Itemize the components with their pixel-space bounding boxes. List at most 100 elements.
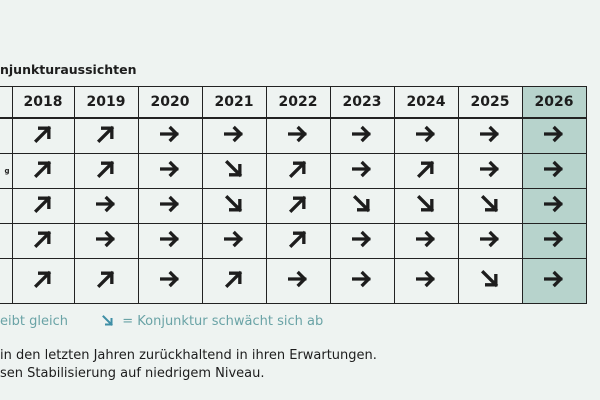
table-cell <box>393 258 459 304</box>
table-cell <box>73 258 139 304</box>
row-label <box>0 188 13 224</box>
table-cell <box>329 117 395 154</box>
arrow-down-right-icon <box>224 194 244 214</box>
row-label <box>0 223 13 259</box>
legend-down-text: = Konjunktur schwächt sich ab <box>122 314 324 329</box>
arrow-right-icon <box>416 229 436 249</box>
table-cell <box>11 223 75 259</box>
table-cell <box>457 117 523 154</box>
arrow-up-right-icon <box>33 229 53 249</box>
table-cell <box>265 153 331 189</box>
col-header-highlight: 2026 <box>521 86 587 119</box>
note-line: in den letzten Jahren zurückhaltend in i… <box>0 348 377 363</box>
arrow-up-right-icon <box>33 269 53 289</box>
table-row <box>0 223 587 259</box>
arrow-right-icon <box>352 269 372 289</box>
table-row <box>0 258 587 304</box>
arrow-up-right-icon <box>224 269 244 289</box>
arrow-right-icon <box>96 229 116 249</box>
row-label: g <box>0 153 13 189</box>
arrow-up-right-icon <box>288 159 308 179</box>
table-cell <box>393 117 459 154</box>
table-title: njunkturaussichten <box>0 62 137 77</box>
col-header: 2018 <box>11 86 75 119</box>
arrow-up-right-icon <box>96 124 116 144</box>
arrow-right-icon <box>160 124 180 144</box>
arrow-right-icon <box>416 124 436 144</box>
arrow-right-icon <box>160 194 180 214</box>
table-cell <box>201 188 267 224</box>
table-cell <box>265 188 331 224</box>
arrow-right-icon <box>160 159 180 179</box>
table-cell <box>329 258 395 304</box>
col-header: 2024 <box>393 86 459 119</box>
table-cell <box>73 188 139 224</box>
arrow-up-right-icon <box>33 159 53 179</box>
arrow-right-icon <box>224 229 244 249</box>
arrow-right-icon <box>352 159 372 179</box>
arrow-up-right-icon <box>96 269 116 289</box>
arrow-down-right-icon <box>224 159 244 179</box>
table-cell <box>137 223 203 259</box>
table-cell <box>329 188 395 224</box>
table-cell <box>393 153 459 189</box>
arrow-up-right-icon <box>33 194 53 214</box>
arrow-right-icon <box>480 159 500 179</box>
arrow-right-icon <box>352 124 372 144</box>
row-label-header <box>0 86 13 119</box>
arrow-right-icon <box>288 269 308 289</box>
col-header: 2021 <box>201 86 267 119</box>
outlook-table: 2018 2019 2020 2021 2022 2023 2024 2025 … <box>0 86 587 304</box>
note-line: sen Stabilisierung auf niedrigem Niveau. <box>0 366 265 381</box>
arrow-down-right-icon <box>480 269 500 289</box>
table-cell <box>201 153 267 189</box>
arrow-right-icon <box>352 229 372 249</box>
arrow-down-right-icon <box>416 194 436 214</box>
table-cell <box>521 153 587 189</box>
table-cell <box>137 258 203 304</box>
col-header: 2025 <box>457 86 523 119</box>
arrow-right-icon <box>416 269 436 289</box>
table-cell <box>457 153 523 189</box>
col-header: 2019 <box>73 86 139 119</box>
table-cell <box>329 223 395 259</box>
arrow-right-icon <box>160 269 180 289</box>
arrow-right-icon <box>544 229 564 249</box>
table-cell <box>73 153 139 189</box>
arrow-up-right-icon <box>33 124 53 144</box>
arrow-up-right-icon <box>416 159 436 179</box>
table-cell <box>73 117 139 154</box>
table-cell <box>521 258 587 304</box>
row-label <box>0 117 13 154</box>
arrow-down-right-icon <box>102 315 114 331</box>
arrow-right-icon <box>288 124 308 144</box>
table-cell <box>521 117 587 154</box>
arrow-right-icon <box>544 124 564 144</box>
arrow-down-right-icon <box>480 194 500 214</box>
arrow-up-right-icon <box>288 194 308 214</box>
table-cell <box>137 153 203 189</box>
table-cell <box>11 258 75 304</box>
table-cell <box>201 117 267 154</box>
arrow-right-icon <box>544 269 564 289</box>
arrow-up-right-icon <box>288 229 308 249</box>
row-label <box>0 258 13 304</box>
arrow-right-icon <box>96 194 116 214</box>
header-row: 2018 2019 2020 2021 2022 2023 2024 2025 … <box>0 86 587 119</box>
table-cell <box>265 117 331 154</box>
table-cell <box>393 188 459 224</box>
table-cell <box>201 258 267 304</box>
table-row <box>0 117 587 154</box>
table-cell <box>11 117 75 154</box>
legend: eibt gleich = Konjunktur schwächt sich a… <box>0 314 323 331</box>
table-cell <box>457 258 523 304</box>
arrow-right-icon <box>544 194 564 214</box>
table-cell <box>201 223 267 259</box>
table-cell <box>265 223 331 259</box>
arrow-up-right-icon <box>96 159 116 179</box>
arrow-right-icon <box>224 124 244 144</box>
table-cell <box>457 223 523 259</box>
arrow-down-right-icon <box>352 194 372 214</box>
table-cell <box>11 188 75 224</box>
arrow-right-icon <box>544 159 564 179</box>
